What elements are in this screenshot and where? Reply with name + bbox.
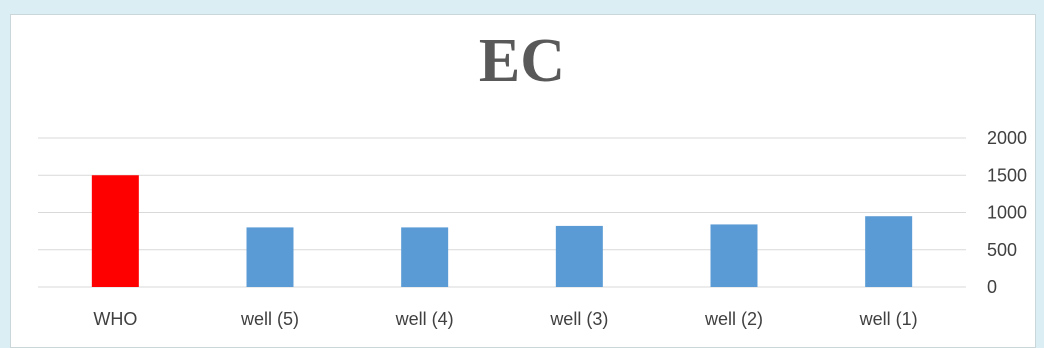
gridlines (38, 137, 966, 288)
bars (91, 175, 913, 287)
bar-well-5 (246, 227, 294, 287)
x-tick-label: well (2) (704, 309, 763, 329)
bar-who (91, 175, 139, 287)
bar-well-3 (555, 225, 603, 287)
x-tick-label: WHO (93, 309, 137, 329)
bar-well-4 (401, 227, 449, 287)
x-tick-label: well (1) (859, 309, 918, 329)
x-axis-labels: WHO well (5) well (4) well (3) well (2) well … (93, 309, 917, 329)
x-tick-label: well (4) (395, 309, 454, 329)
y-tick-label: 1500 (987, 165, 1027, 185)
y-tick-label: 0 (987, 277, 997, 297)
y-axis-ticks: 0 500 1000 1500 2000 (987, 128, 1027, 297)
y-tick-label: 2000 (987, 128, 1027, 148)
chart-card (10, 14, 1036, 348)
y-tick-label: 1000 (987, 203, 1027, 223)
y-tick-label: 500 (987, 240, 1017, 260)
x-tick-label: well (3) (549, 309, 608, 329)
chart-title: EC (478, 27, 566, 95)
bar-well-1 (865, 216, 913, 287)
x-tick-label: well (5) (240, 309, 299, 329)
bar-well-2 (710, 224, 758, 287)
